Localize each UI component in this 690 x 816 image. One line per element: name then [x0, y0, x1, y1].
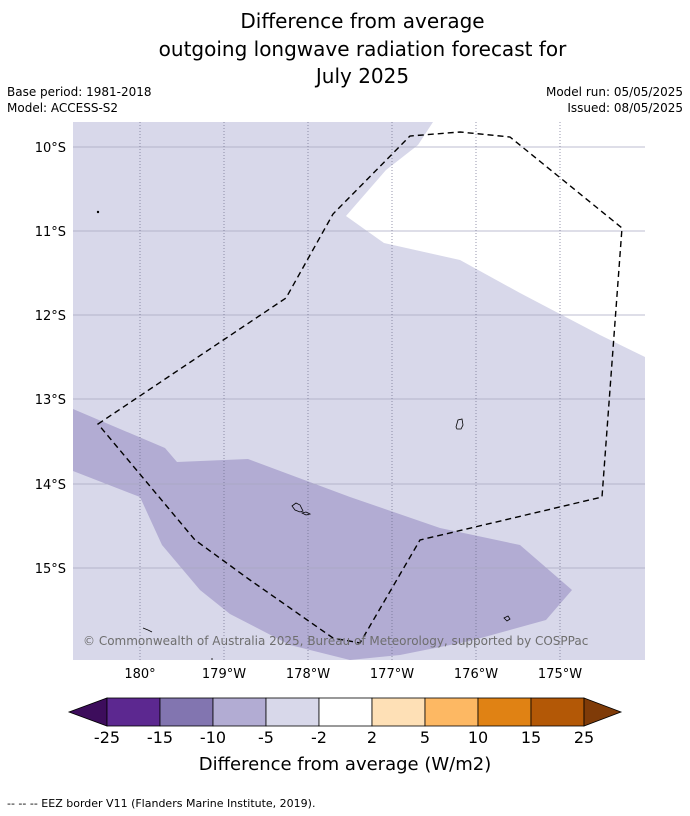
- colorbar-tick: -10: [200, 728, 226, 747]
- title-line-3: July 2025: [315, 64, 410, 88]
- colorbar-bin: [159, 697, 214, 727]
- model-run: Model run: 05/05/2025: [545, 85, 683, 99]
- colorbar-tick: 5: [420, 728, 430, 747]
- grid-lines: [73, 122, 645, 660]
- issued-date: Issued: 08/05/2025: [567, 101, 683, 115]
- eez-footnote: -- -- -- EEZ border V11 (Flanders Marine…: [7, 797, 316, 810]
- lon-label-176w: 176°W: [454, 667, 498, 682]
- lat-label-15s: 15°S: [35, 562, 66, 577]
- island-outline: [96, 210, 100, 214]
- colorbar-tick: -2: [311, 728, 327, 747]
- lon-label-175w: 175°W: [538, 667, 582, 682]
- copyright-notice: © Commonwealth of Australia 2025, Bureau…: [83, 634, 588, 648]
- lat-label-13s: 13°S: [35, 393, 66, 408]
- island-outline: [291, 502, 304, 513]
- island-outlines: [96, 210, 511, 660]
- colorbar-bin: [477, 697, 532, 727]
- title-line-2: outgoing longwave radiation forecast for: [158, 36, 567, 61]
- lon-label-177w: 177°W: [370, 667, 414, 682]
- colorbar-tick: -25: [94, 728, 120, 747]
- colorbar-bin: [106, 697, 161, 727]
- colorbar-bin: [212, 697, 267, 727]
- colorbar-bin: [265, 697, 320, 727]
- latitude-labels: 10°S 11°S 12°S 13°S 14°S 15°S: [35, 141, 66, 577]
- lat-label-10s: 10°S: [35, 141, 66, 156]
- lon-label-178w: 178°W: [286, 667, 330, 682]
- colorbar-tick: 10: [468, 728, 488, 747]
- lat-label-12s: 12°S: [35, 309, 66, 324]
- colorbar-tick: 2: [367, 728, 377, 747]
- base-period: Base period: 1981-2018: [7, 85, 152, 99]
- colorbar-tick: 15: [521, 728, 541, 747]
- longitude-labels: 180° 179°W 178°W 177°W 176°W 175°W: [124, 667, 582, 682]
- island-outline: [455, 418, 464, 430]
- colorbar: -25 -15 -10 -5 -2 2 5 10 15 25 Differenc…: [67, 697, 623, 775]
- colorbar-ticks: -25 -15 -10 -5 -2 2 5 10 15 25: [94, 728, 594, 747]
- colorbar-bin: [424, 697, 479, 727]
- map-panel: © Commonwealth of Australia 2025, Bureau…: [73, 122, 645, 660]
- anomaly-region-neg10-neg5: [73, 409, 572, 660]
- colorbar-bin: [530, 697, 585, 727]
- colorbar-tick: -5: [258, 728, 274, 747]
- chart-title: Difference from average outgoing longwav…: [0, 8, 690, 91]
- lat-label-14s: 14°S: [35, 478, 66, 493]
- colorbar-extend-high: [583, 697, 623, 727]
- colorbar-bin: [371, 697, 426, 727]
- lon-label-180: 180°: [124, 667, 155, 682]
- island-outline: [300, 511, 312, 516]
- island-outline: [503, 615, 511, 622]
- model-name: Model: ACCESS-S2: [7, 101, 119, 115]
- eez-border: [96, 131, 623, 644]
- colorbar-extend-low: [67, 697, 108, 727]
- colorbar-tick: 25: [574, 728, 594, 747]
- colorbar-tick: -15: [147, 728, 173, 747]
- title-line-1: Difference from average: [240, 9, 485, 33]
- meta-right: Model run: 05/05/2025 Issued: 08/05/2025: [546, 84, 683, 116]
- island-outline: [142, 627, 153, 633]
- colorbar-bin: [318, 697, 373, 727]
- lon-label-179w: 179°W: [202, 667, 246, 682]
- anomaly-region-neg2-2: [346, 122, 645, 357]
- lat-label-11s: 11°S: [35, 225, 66, 240]
- colorbar-title: Difference from average (W/m2): [199, 754, 491, 775]
- meta-left: Base period: 1981-2018 Model: ACCESS-S2: [7, 84, 152, 116]
